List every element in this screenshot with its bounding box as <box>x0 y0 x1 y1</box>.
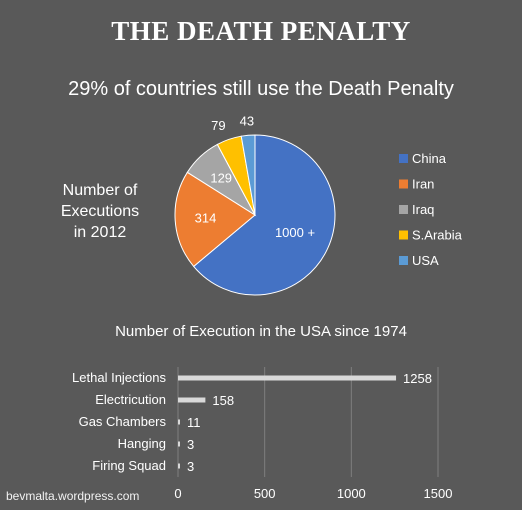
pie-data-label: 314 <box>195 210 217 225</box>
watermark: bevmalta.wordpress.com <box>6 489 140 503</box>
page-subtitle: 29% of countries still use the Death Pen… <box>68 78 454 100</box>
page-title: THE DEATH PENALTY <box>111 16 411 46</box>
bar <box>178 419 180 425</box>
pie-side-label: Number of Executions in 2012 <box>45 180 155 243</box>
pie-data-label: 43 <box>240 113 254 128</box>
pie-slice-iran <box>174 171 256 268</box>
legend-label: Iraq <box>412 202 434 217</box>
pie-data-label: 1000 + <box>275 225 315 240</box>
bar-category-label: Firing Squad <box>92 458 166 473</box>
bar-chart-title: Number of Execution in the USA since 197… <box>115 323 407 340</box>
legend-swatch-iraq <box>399 205 408 214</box>
bar-value-label: 3 <box>187 437 194 452</box>
bar <box>178 463 180 469</box>
pie-data-label: 79 <box>211 118 225 133</box>
bar <box>178 375 397 381</box>
legend-swatch-china <box>399 154 408 163</box>
pie-slice-usa <box>240 134 256 216</box>
pie-side-label-line-1: Number of <box>62 182 138 199</box>
legend-label: China <box>412 151 447 166</box>
legend-swatch-sarabia <box>399 230 408 240</box>
pie-slice-china <box>192 134 336 296</box>
bar-value-label: 158 <box>212 393 234 408</box>
bar-category-label: Lethal Injections <box>72 370 166 385</box>
bar-x-tick-label: 0 <box>174 486 181 501</box>
bar-category-label: Gas Chambers <box>79 414 167 429</box>
bar <box>178 397 206 403</box>
bar-category-label: Hanging <box>118 436 166 451</box>
pie-data-label: 129 <box>210 171 232 186</box>
pie-side-label-line-3: in 2012 <box>73 224 127 241</box>
bar-value-label: 1258 <box>403 371 432 386</box>
bar-x-tick-label: 500 <box>254 486 276 501</box>
legend-label: USA <box>412 253 439 268</box>
bar-value-label: 11 <box>187 415 201 430</box>
legend-label: S.Arabia <box>412 228 463 243</box>
pie-side-label-line-2: Executions <box>60 203 140 220</box>
bar-category-label: Electricution <box>95 392 166 407</box>
bar-x-tick-label: 1500 <box>424 486 453 501</box>
bar-value-label: 3 <box>187 459 194 474</box>
legend-swatch-iran <box>399 179 408 189</box>
legend-swatch-usa <box>399 256 408 265</box>
bar-x-tick-label: 1000 <box>337 486 366 501</box>
bar <box>178 441 180 447</box>
legend-label: Iran <box>412 177 434 192</box>
